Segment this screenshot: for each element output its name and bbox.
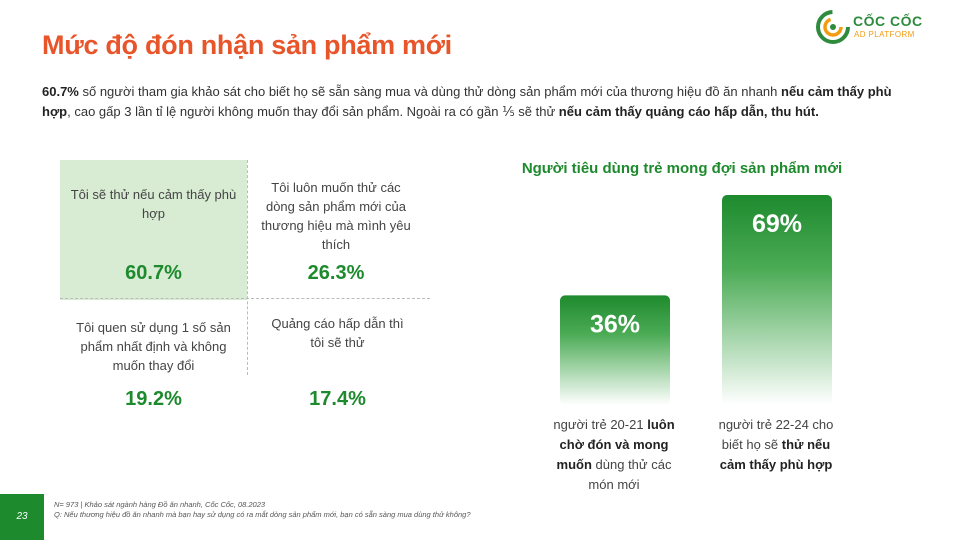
intro-stat: 60.7%	[42, 84, 79, 99]
bar-category-label: người trẻ 22-24 cho biết họ sẽ thử nếu c…	[718, 417, 834, 472]
response-grid: Tôi sẽ thử nếu cảm thấy phù hợp 60.7% Tô…	[60, 160, 435, 410]
bar-category-label: người trẻ 20-21 luôn chờ đón và mong muố…	[553, 417, 675, 492]
grid-divider-vertical	[247, 160, 248, 375]
grid-cell-label: Tôi luôn muốn thử các dòng sản phẩm mới …	[261, 180, 411, 252]
young-consumer-bar-chart: 36% 69%	[560, 195, 832, 405]
coccoc-logo: CỐC CỐC AD PLATFORM	[816, 10, 946, 44]
logo-subtitle: AD PLATFORM	[854, 30, 915, 39]
grid-cell: Tôi luôn muốn thử các dòng sản phẩm mới …	[260, 178, 412, 295]
intro-paragraph: 60.7% số người tham gia khảo sát cho biế…	[42, 82, 912, 122]
bar	[560, 295, 670, 405]
highlight-cell-bg	[60, 160, 247, 300]
intro-text: , cao gấp 3 lần tỉ lệ người không muốn t…	[67, 104, 559, 119]
grid-cell: Tôi sẽ thử nếu cảm thấy phù hợp 60.7%	[65, 185, 242, 295]
grid-cell-label: Tôi quen sử dụng 1 số sản phẩm nhất định…	[76, 320, 231, 373]
footnote-sample: N= 973 | Khảo sát ngành hàng Đồ ăn nhanh…	[54, 500, 266, 509]
grid-cell-value: 26.3%	[307, 262, 365, 284]
coccoc-logo-icon	[816, 10, 850, 44]
grid-cell-value: 17.4%	[309, 388, 366, 410]
intro-text: số người tham gia khảo sát cho biết họ s…	[78, 84, 782, 99]
logo-wordmark: CỐC CỐC	[853, 13, 923, 29]
bar	[722, 195, 832, 405]
grid-cell-label: Tôi sẽ thử nếu cảm thấy phù hợp	[70, 187, 237, 221]
bar-value-label: 69%	[752, 210, 802, 238]
intro-emphasis: nếu cảm thấy quảng cáo hấp dẫn, thu hút.	[558, 104, 819, 119]
page-title: Mức độ đón nhận sản phẩm mới	[42, 30, 452, 60]
grid-cell: Tôi quen sử dụng 1 số sản phẩm nhất định…	[72, 318, 235, 410]
grid-divider-horizontal	[60, 298, 430, 299]
bar-value-label: 36%	[590, 310, 640, 338]
chart-title: Người tiêu dùng trẻ mong đợi sản phẩm mớ…	[521, 160, 843, 177]
intro-emphasis: nếu cảm thấy phù hợp	[42, 84, 892, 119]
footnote: N= 973 | Khảo sát ngành hàng Đồ ăn nhanh…	[54, 500, 471, 520]
footnote-question: Q: Nếu thương hiệu đồ ăn nhanh mà bạn ha…	[54, 510, 471, 519]
grid-cell-value: 60.7%	[125, 262, 182, 284]
grid-cell-value: 19.2%	[125, 388, 182, 410]
grid-cell-label: Quảng cáo hấp dẫn thì tôi sẽ thử	[271, 316, 404, 350]
grid-cell: Quảng cáo hấp dẫn thì tôi sẽ thử 17.4%	[265, 314, 410, 410]
page-number: 23	[0, 494, 44, 540]
